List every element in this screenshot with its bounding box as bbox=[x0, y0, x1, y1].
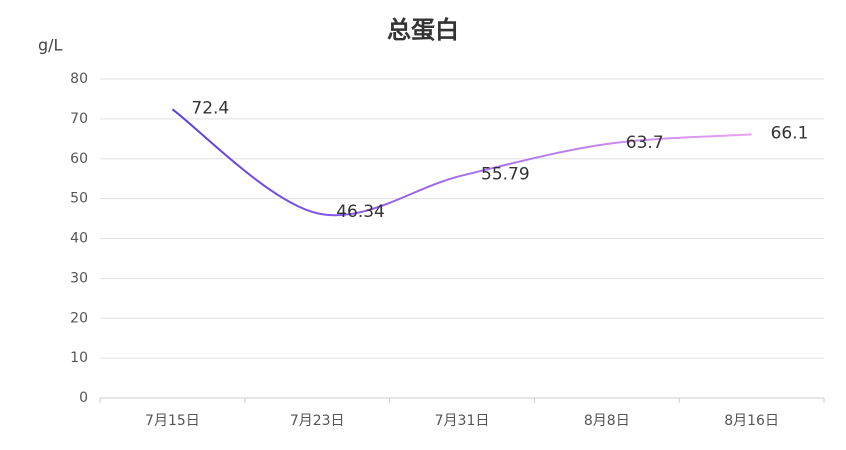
x-tick-label: 7月31日 bbox=[435, 413, 490, 429]
x-tick-label: 8月8日 bbox=[584, 413, 630, 429]
y-tick-label: 20 bbox=[70, 310, 88, 326]
y-tick-label: 10 bbox=[70, 350, 88, 366]
value-label: 66.1 bbox=[771, 123, 809, 143]
y-tick-label: 40 bbox=[70, 231, 88, 247]
y-tick-label: 50 bbox=[70, 191, 88, 207]
y-tick-label: 30 bbox=[70, 270, 88, 286]
y-axis-label: g/L bbox=[38, 36, 63, 55]
x-tick-label: 7月23日 bbox=[290, 413, 345, 429]
y-tick-label: 80 bbox=[70, 71, 88, 87]
y-tick-label: 0 bbox=[79, 390, 88, 406]
y-tick-label: 60 bbox=[70, 151, 88, 167]
value-label: 72.4 bbox=[191, 98, 229, 118]
x-tick-label: 7月15日 bbox=[145, 413, 200, 429]
chart-title: 总蛋白 bbox=[387, 16, 459, 44]
line bbox=[171, 108, 752, 217]
y-tick-label: 70 bbox=[70, 111, 88, 127]
x-tick-label: 8月16日 bbox=[724, 413, 779, 429]
value-label: 63.7 bbox=[626, 133, 664, 153]
value-label: 46.34 bbox=[336, 202, 385, 222]
value-label: 55.79 bbox=[481, 165, 530, 185]
